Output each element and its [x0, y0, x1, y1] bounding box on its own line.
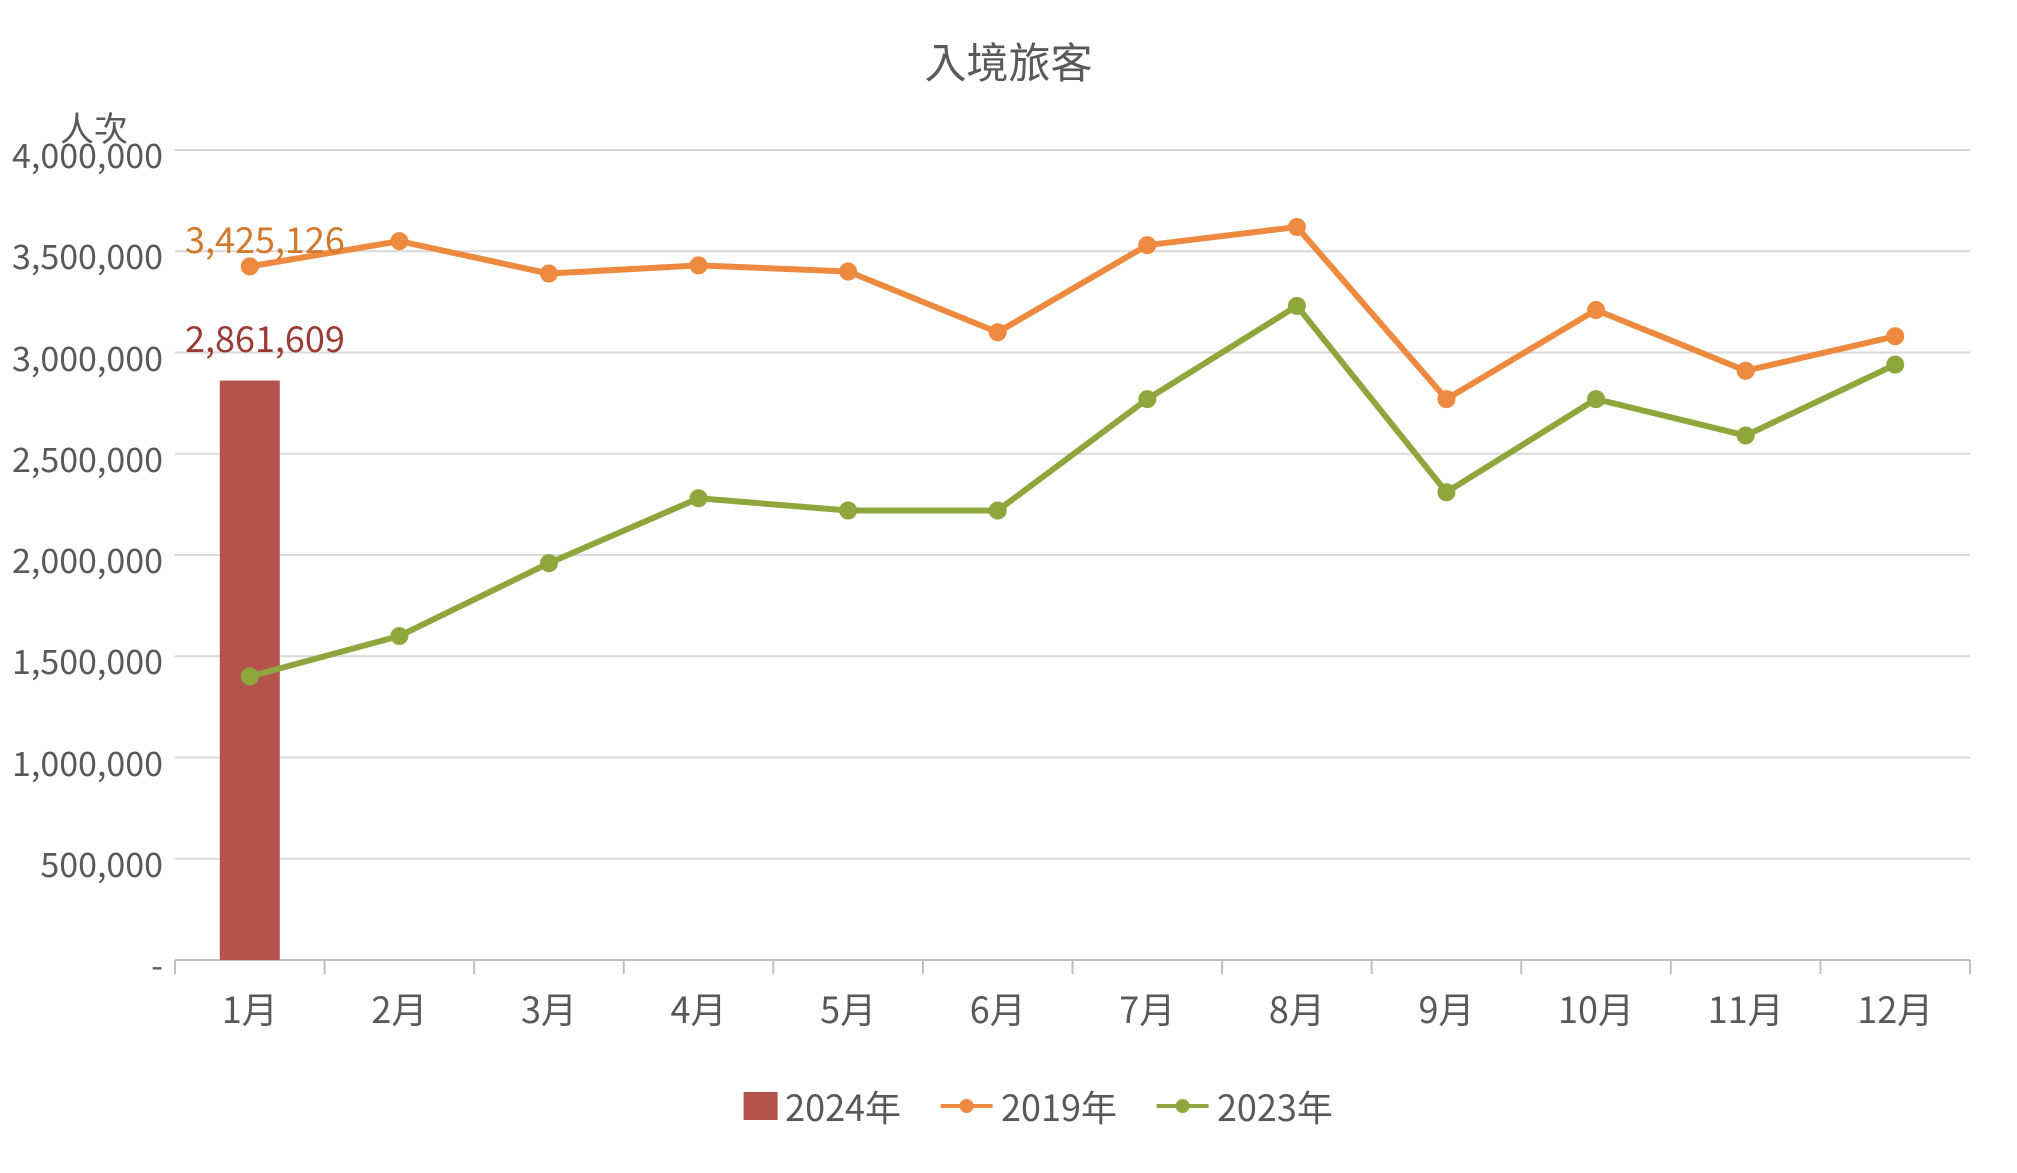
x-tick-label: 1月 — [190, 982, 310, 1034]
line-2023 — [250, 306, 1895, 677]
x-tick-label: 2月 — [339, 982, 459, 1034]
marker-2023 — [1139, 391, 1155, 407]
marker-2019 — [1738, 363, 1754, 379]
marker-2019 — [391, 233, 407, 249]
y-tick-label: 2,500,000 — [12, 433, 163, 482]
marker-2023 — [1588, 391, 1604, 407]
data-label: 3,425,126 — [185, 212, 345, 264]
y-tick-label: 1,000,000 — [12, 737, 163, 786]
x-tick-label: 5月 — [788, 982, 908, 1034]
y-tick-label: 1,500,000 — [12, 635, 163, 684]
data-label: 2,861,609 — [185, 311, 345, 363]
marker-2019 — [1139, 237, 1155, 253]
marker-2023 — [840, 502, 856, 518]
marker-2019 — [1887, 328, 1903, 344]
x-tick-label: 11月 — [1686, 982, 1806, 1034]
y-tick-label: - — [151, 939, 163, 988]
marker-2019 — [691, 257, 707, 273]
marker-2019 — [1438, 391, 1454, 407]
marker-2023 — [541, 555, 557, 571]
y-tick-label: 4,000,000 — [12, 129, 163, 178]
y-tick-label: 3,000,000 — [12, 332, 163, 381]
chart-container: 入境旅客 人次 -500,0001,000,0001,500,0002,000,… — [0, 0, 2017, 1173]
legend-swatch-line — [941, 1104, 993, 1108]
x-tick-label: 3月 — [489, 982, 609, 1034]
x-tick-label: 8月 — [1237, 982, 1357, 1034]
legend-label: 2024年 — [785, 1080, 901, 1132]
marker-2023 — [691, 490, 707, 506]
legend-item-s2019: 2019年 — [941, 1080, 1117, 1132]
marker-2023 — [1887, 357, 1903, 373]
x-tick-label: 7月 — [1087, 982, 1207, 1034]
marker-2019 — [840, 264, 856, 280]
marker-2023 — [1738, 428, 1754, 444]
x-tick-label: 12月 — [1835, 982, 1955, 1034]
marker-2023 — [242, 669, 258, 685]
x-tick-label: 9月 — [1386, 982, 1506, 1034]
y-tick-label: 2,000,000 — [12, 534, 163, 583]
y-tick-label: 500,000 — [40, 838, 163, 887]
legend-label: 2023年 — [1217, 1080, 1333, 1132]
legend-label: 2019年 — [1001, 1080, 1117, 1132]
marker-2019 — [990, 324, 1006, 340]
legend-item-s2024: 2024年 — [743, 1080, 901, 1132]
marker-2023 — [1289, 298, 1305, 314]
line-2019 — [250, 227, 1895, 399]
legend: 2024年 2019年 2023年 — [743, 1080, 1333, 1132]
legend-swatch-bar — [743, 1092, 777, 1120]
marker-2019 — [541, 266, 557, 282]
y-tick-label: 3,500,000 — [12, 230, 163, 279]
x-tick-label: 10月 — [1536, 982, 1656, 1034]
marker-2019 — [1588, 302, 1604, 318]
marker-2023 — [1438, 484, 1454, 500]
legend-swatch-line — [1157, 1104, 1209, 1108]
x-tick-label: 6月 — [938, 982, 1058, 1034]
x-tick-label: 4月 — [639, 982, 759, 1034]
marker-2023 — [990, 502, 1006, 518]
marker-2019 — [1289, 219, 1305, 235]
legend-item-s2023: 2023年 — [1157, 1080, 1333, 1132]
marker-2023 — [391, 628, 407, 644]
